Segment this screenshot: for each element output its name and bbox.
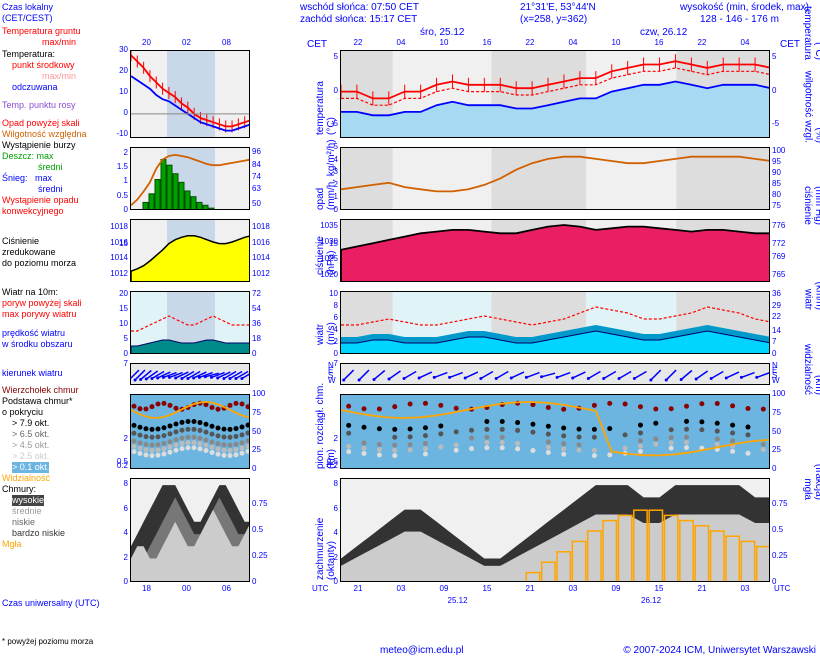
ylab-wiatr: wiatr(m/s)	[315, 322, 337, 345]
czas-lokalny-label: Czas lokalny(CET/CEST)	[2, 2, 53, 24]
ylab-wilg-r: (%)wilgotność wzgl.	[802, 71, 820, 143]
deszcz-label: Deszcz: maxśredni	[2, 151, 63, 173]
footer-copyright: © 2007-2024 ICM, Uniwersytet Warszawski	[516, 645, 816, 656]
wyst-burzy-label: Wystąpienie burzy	[2, 140, 75, 151]
odczuwana-label: odczuwana	[12, 82, 58, 93]
sunrise-label: wschód słońca: 07:50 CET	[300, 2, 419, 13]
czas-utc-label: Czas uniwersalny (UTC)	[2, 598, 100, 609]
ylab-wiatr-r: (km/h)wiatr	[802, 282, 820, 310]
poryw-skali-label: poryw powyżej skali	[2, 298, 82, 309]
chmury-label: Chmury:	[2, 484, 36, 495]
ylab-temp-r: (°C)temperatura	[802, 6, 820, 60]
okt45-label: > 4.5 okt.	[12, 440, 49, 451]
mgla-label: Mgła	[2, 539, 22, 550]
ylab-cisn-r: (mm Hg)ciśnienie	[802, 186, 820, 225]
temp-gruntu-label: Temperatura gruntumax/min	[2, 26, 81, 48]
ylab-opad: opad(mm/h, kg/m²/h)	[315, 139, 337, 210]
nextday-label: czw, 26.12	[640, 27, 687, 38]
bardzo-niskie-label: bardzo niskie	[12, 528, 65, 539]
wilg-wzgl-label: Wilgotność względna	[2, 129, 87, 140]
elev-vals: 128 - 146 - 176 m	[700, 14, 779, 25]
podstawa-label: Podstawa chmur*o pokryciu	[2, 396, 73, 418]
ylab-widz-r: (km)widzialność	[802, 344, 820, 395]
wysokie-label: wysokie	[12, 495, 44, 506]
niskie-label: niskie	[12, 517, 35, 528]
ylab-zachm: zachmurzenie(oktanty)	[315, 518, 337, 580]
predkosc-label: prędkość wiatruw środku obszaru	[2, 328, 73, 350]
sunset-label: zachód słońca: 15:17 CET	[300, 14, 417, 25]
footnote: * powyżej poziomu morza	[2, 637, 93, 646]
wiatr10m-label: Wiatr na 10m:	[2, 287, 58, 298]
snieg-label: Śnieg: maxśredni	[2, 173, 63, 195]
ylab-cisn: ciśnienie(hPa)	[315, 236, 337, 275]
date-label: śro, 25.12	[420, 27, 464, 38]
temperatura-label: Temperatura:	[2, 49, 55, 60]
xy-label: (x=258, y=362)	[520, 14, 587, 25]
cet-left: CET	[307, 39, 327, 50]
elev-label: wysokość (min, środek, max)	[680, 2, 809, 13]
widzialnosc-label: Widzialność	[2, 473, 50, 484]
kierunek-label: kierunek wiatru	[2, 368, 63, 379]
wierzcholek-label: Wierzchołek chmur	[2, 385, 79, 396]
maxmin-label: max/min	[42, 71, 76, 82]
okt79-label: > 7.9 okt.	[12, 418, 49, 429]
max-porywy-label: max porywy wiatru	[2, 309, 77, 320]
opad-powyzej-label: Opad powyżej skali	[2, 118, 80, 129]
okt01-label: > 0.1 okt.	[12, 462, 49, 473]
okt25-label: > 2.5 okt.	[12, 451, 49, 462]
cisnienie-label: Ciśnieniezredukowanedo poziomu morza	[2, 236, 76, 269]
temp-rosy-label: Temp. punktu rosy	[2, 100, 76, 111]
ylab-temp: temperatura(°C)	[315, 81, 337, 135]
srednie-label: średnie	[12, 506, 42, 517]
ylab-mgla-r: (frakcja)mgła	[802, 464, 820, 500]
wyst-opadu-label: Wystąpienie opadukonwekcyjnego	[2, 195, 78, 217]
cet-right: CET	[780, 39, 800, 50]
coords-label: 21°31'E, 53°44'N	[520, 2, 596, 13]
okt65-label: > 6.5 okt.	[12, 429, 49, 440]
ylab-chmury: pion. rozciągł. chm.(km)	[315, 383, 337, 469]
punkt-srodkowy-label: punkt środkowy	[12, 60, 75, 71]
